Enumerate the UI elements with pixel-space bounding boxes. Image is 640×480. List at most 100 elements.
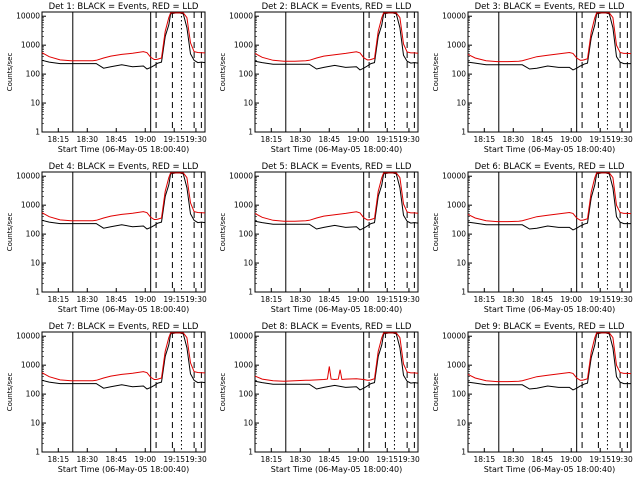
x-tick-label: 19:00 [134, 455, 156, 464]
x-tick-label: 19:00 [560, 455, 582, 464]
x-axis-title: Start Time (06-May-05 18:00:40) [271, 305, 402, 314]
x-tick-label: 19:30 [611, 135, 633, 144]
detector-panel-3: Det 3: BLACK = Events, RED = LLD 1 10 100 10… [432, 2, 633, 154]
x-axis-title: Start Time (06-May-05 18:00:40) [58, 145, 189, 154]
x-tick-label: 18:15 [47, 135, 69, 144]
plot-frame [254, 11, 419, 133]
x-tick-label: 18:45 [531, 295, 553, 304]
y-tick-label: 10000 [229, 332, 253, 341]
y-tick-label: 100 [452, 390, 467, 399]
plot-frame [467, 171, 632, 293]
x-axis-title: Start Time (06-May-05 18:00:40) [484, 305, 615, 314]
y-tick-label: 1 [35, 128, 40, 137]
y-tick-label: 10 [243, 419, 253, 428]
x-tick-label: 18:45 [105, 135, 127, 144]
detector-panel-2: Det 2: BLACK = Events, RED = LLD 1 10 100 10… [219, 2, 420, 154]
x-tick-label: 18:15 [473, 295, 495, 304]
detector-panel-7: Det 7: BLACK = Events, RED = LLD 1 10 100 10… [6, 322, 207, 474]
y-tick-label: 100 [26, 390, 41, 399]
y-tick-label: 1 [248, 288, 253, 297]
y-tick-label: 100 [239, 390, 254, 399]
events-series-line [254, 172, 419, 231]
y-axis-title: Counts/sec [432, 53, 440, 92]
y-tick-label: 10000 [442, 172, 466, 181]
x-tick-label: 18:15 [260, 295, 282, 304]
y-axis-title: Counts/sec [432, 373, 440, 412]
events-series-line [254, 332, 419, 391]
panel-title: Det 2: BLACK = Events, RED = LLD [262, 2, 412, 12]
y-tick-label: 10 [456, 419, 466, 428]
plot-frame [41, 11, 206, 133]
y-tick-label: 1 [248, 128, 253, 137]
x-tick-label: 18:30 [76, 455, 98, 464]
y-tick-label: 10 [243, 259, 253, 268]
y-tick-label: 10000 [16, 172, 40, 181]
y-tick-label: 10 [456, 99, 466, 108]
y-tick-label: 100 [452, 70, 467, 79]
panel-title: Det 9: BLACK = Events, RED = LLD [475, 322, 625, 332]
x-tick-label: 18:30 [502, 455, 524, 464]
panel-title: Det 3: BLACK = Events, RED = LLD [475, 2, 625, 12]
y-tick-label: 100 [452, 230, 467, 239]
plot-frame [254, 331, 419, 453]
x-tick-label: 18:30 [289, 135, 311, 144]
x-axis-title: Start Time (06-May-05 18:00:40) [484, 465, 615, 474]
panel-title: Det 6: BLACK = Events, RED = LLD [475, 162, 625, 172]
y-tick-label: 1000 [447, 201, 466, 210]
y-axis-title: Counts/sec [6, 213, 14, 252]
x-axis-title: Start Time (06-May-05 18:00:40) [58, 465, 189, 474]
plot-frame [467, 11, 632, 133]
x-tick-label: 19:30 [398, 135, 420, 144]
x-tick-label: 19:15 [163, 455, 185, 464]
x-tick-label: 19:00 [560, 295, 582, 304]
x-tick-label: 18:45 [318, 135, 340, 144]
x-tick-label: 19:30 [185, 295, 207, 304]
y-tick-label: 1000 [234, 201, 253, 210]
events-series-line [467, 172, 631, 231]
x-tick-label: 18:45 [105, 295, 127, 304]
y-tick-label: 10000 [16, 12, 40, 21]
events-series-line [41, 172, 206, 230]
y-tick-label: 1000 [447, 361, 466, 370]
x-tick-label: 19:30 [398, 455, 420, 464]
detector-panel-1: Det 1: BLACK = Events, RED = LLD 1 10 100 10… [6, 2, 207, 154]
y-tick-label: 1000 [21, 201, 40, 210]
panel-title: Det 8: BLACK = Events, RED = LLD [262, 322, 412, 332]
lld-series-line [254, 12, 419, 62]
detector-panel-6: Det 6: BLACK = Events, RED = LLD 1 10 100 10… [432, 162, 633, 314]
x-tick-label: 19:15 [376, 135, 398, 144]
y-tick-label: 1 [35, 288, 40, 297]
x-axis-title: Start Time (06-May-05 18:00:40) [271, 465, 402, 474]
y-tick-label: 10000 [229, 172, 253, 181]
y-tick-label: 10 [30, 259, 40, 268]
x-tick-label: 19:30 [398, 295, 420, 304]
x-tick-label: 19:00 [134, 295, 156, 304]
x-tick-label: 18:30 [502, 295, 524, 304]
x-tick-label: 18:15 [47, 455, 69, 464]
y-tick-label: 1000 [21, 41, 40, 50]
lld-series-line [254, 172, 419, 222]
y-axis-title: Counts/sec [219, 53, 227, 92]
x-tick-label: 19:15 [589, 295, 611, 304]
panel-title: Det 1: BLACK = Events, RED = LLD [49, 2, 199, 12]
x-tick-label: 19:15 [589, 455, 611, 464]
x-tick-label: 19:00 [347, 455, 369, 464]
x-tick-label: 18:15 [47, 295, 69, 304]
y-tick-label: 1 [461, 288, 466, 297]
y-axis-title: Counts/sec [6, 53, 14, 92]
y-tick-label: 10 [456, 259, 466, 268]
y-tick-label: 100 [26, 230, 41, 239]
detector-panel-8: Det 8: BLACK = Events, RED = LLD 1 10 100 10… [219, 322, 420, 474]
y-axis-title: Counts/sec [219, 373, 227, 412]
x-tick-label: 18:15 [473, 455, 495, 464]
y-tick-label: 1 [461, 128, 466, 137]
y-tick-label: 1 [248, 448, 253, 457]
x-tick-label: 18:45 [531, 135, 553, 144]
x-tick-label: 19:30 [611, 455, 633, 464]
x-tick-label: 19:15 [376, 295, 398, 304]
y-tick-label: 100 [26, 70, 41, 79]
y-tick-label: 10000 [229, 12, 253, 21]
x-tick-label: 18:30 [289, 455, 311, 464]
x-tick-label: 18:30 [502, 135, 524, 144]
y-tick-label: 10 [243, 99, 253, 108]
